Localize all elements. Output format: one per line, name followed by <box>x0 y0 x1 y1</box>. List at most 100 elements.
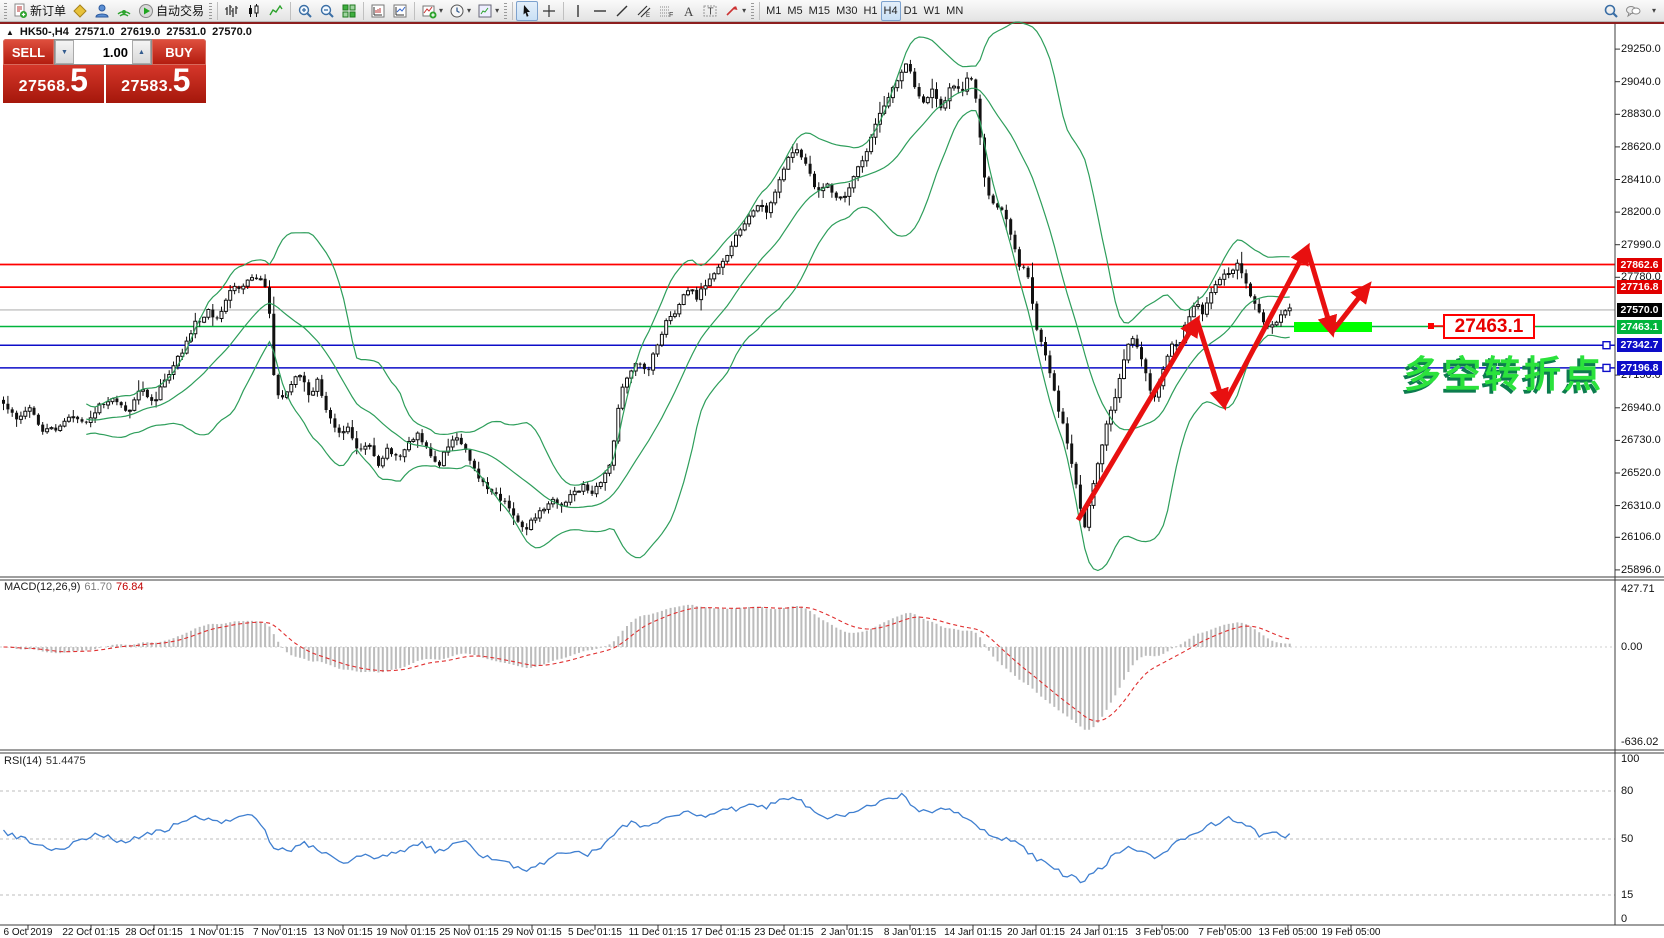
line-handle[interactable] <box>1602 341 1611 350</box>
fibonacci-icon[interactable]: F <box>655 1 677 21</box>
toolbar-overflow-icon[interactable]: ▾ <box>1651 5 1656 15</box>
volume-box: ▼ ▲ <box>54 39 152 65</box>
arrange-windows-icon[interactable] <box>367 1 389 21</box>
accounts-icon[interactable] <box>91 1 113 21</box>
sell-button[interactable]: SELL <box>3 39 54 65</box>
macd-signal-line <box>3 606 1290 722</box>
time-tick: 14 Jan 01:15 <box>944 927 1002 938</box>
crosshair-icon[interactable] <box>538 1 560 21</box>
search-icon[interactable] <box>1600 1 1622 21</box>
price-tick: 29040.0 <box>1621 75 1661 88</box>
cursor-icon[interactable] <box>516 0 539 21</box>
rsi-value: 51.4475 <box>45 755 86 767</box>
macd-window-splitter[interactable] <box>0 576 1664 581</box>
price-tick: 26520.0 <box>1621 467 1661 479</box>
autotrading-button[interactable]: 自动交易 <box>135 1 207 21</box>
templates-icon[interactable]: ▾ <box>474 1 502 21</box>
timeframe-m30-button[interactable]: M30 <box>836 4 858 17</box>
buy-price-main: 27583 <box>121 78 169 95</box>
price-badge: 27862.6 <box>1617 257 1662 272</box>
support-price-label[interactable]: 27463.1 <box>1443 314 1535 339</box>
support-box-anchor[interactable] <box>1428 323 1434 329</box>
timeframe-mn-button[interactable]: MN <box>946 4 964 17</box>
time-tick: 2 Jan 01:15 <box>820 927 874 938</box>
rsi-axis-label: 80 <box>1621 785 1634 797</box>
tile-windows-icon[interactable] <box>338 1 360 21</box>
quote-high: 27619.0 <box>120 26 161 38</box>
line-handle[interactable] <box>1602 363 1611 373</box>
one-click-trading-panel: SELL ▼ ▲ BUY 27568.5 27583.5 <box>3 39 206 103</box>
time-tick: 24 Jan 01:15 <box>1070 927 1128 938</box>
text-label-icon[interactable]: T <box>699 1 721 21</box>
time-tick: 8 Jan 01:15 <box>883 927 937 938</box>
timeframe-w1-button[interactable]: W1 <box>923 4 941 17</box>
trend-arrow[interactable] <box>1221 242 1310 407</box>
toolbar-grip[interactable] <box>209 2 213 19</box>
trendline-icon[interactable] <box>611 1 633 21</box>
trend-arrow[interactable] <box>1304 247 1338 338</box>
indicators-icon[interactable]: ▾ <box>418 1 446 21</box>
vertical-line-icon[interactable] <box>567 1 589 21</box>
volume-increase-button[interactable]: ▲ <box>132 40 151 64</box>
buy-price-display[interactable]: 27583. 5 <box>105 62 206 103</box>
zoom-out-icon[interactable] <box>316 1 338 21</box>
timeframe-h1-button[interactable]: H1 <box>863 4 878 17</box>
chart-frame-border <box>0 22 1664 24</box>
time-tick: 22 Oct 01:15 <box>62 927 120 938</box>
buy-button[interactable]: BUY <box>152 39 206 65</box>
rsi-window-splitter[interactable] <box>0 749 1664 754</box>
volume-decrease-button[interactable]: ▼ <box>55 40 74 64</box>
macd-axis-label: 0.00 <box>1621 641 1643 653</box>
time-tick: 23 Dec 01:15 <box>754 927 814 938</box>
autotrading-label: 自动交易 <box>156 4 205 18</box>
time-tick: 7 Nov 01:15 <box>253 927 307 938</box>
collapse-ohlc-icon[interactable]: ▲ <box>6 27 14 37</box>
volume-input[interactable] <box>74 40 132 64</box>
price-badge: 27463.1 <box>1617 319 1662 334</box>
buy-price-frac: 5 <box>172 62 191 98</box>
line-chart-icon[interactable] <box>265 1 287 21</box>
macd-name: MACD(12,26,9) <box>4 581 81 593</box>
signals-icon[interactable] <box>113 1 135 21</box>
timeframe-m1-button[interactable]: M1 <box>766 4 782 17</box>
toolbar-separator <box>217 1 219 20</box>
toolbar-separator <box>414 1 416 20</box>
arrow-shapes-icon[interactable]: ▾ <box>721 1 749 21</box>
time-tick: 7 Feb 05:00 <box>1198 927 1252 938</box>
chat-icon[interactable] <box>1622 1 1644 21</box>
time-tick: 3 Feb 05:00 <box>1135 927 1189 938</box>
bar-chart-icon[interactable] <box>221 1 243 21</box>
sell-price-frac: 5 <box>70 62 88 98</box>
equidistant-channel-icon[interactable]: E <box>633 1 655 21</box>
trend-arrow[interactable] <box>1330 281 1372 334</box>
periods-icon[interactable]: ▾ <box>446 1 474 21</box>
toolbar-grip[interactable] <box>504 2 508 19</box>
bollinger-lower <box>86 109 1290 572</box>
svg-text:T: T <box>708 6 714 17</box>
sell-price-display[interactable]: 27568. 5 <box>3 62 104 103</box>
auto-arrange-icon[interactable] <box>389 1 411 21</box>
horizontal-line-icon[interactable] <box>589 1 611 21</box>
text-icon[interactable]: A <box>677 1 699 21</box>
toolbar-grip[interactable] <box>751 2 755 19</box>
timeframe-m15-button[interactable]: M15 <box>808 4 831 17</box>
trend-arrow[interactable] <box>1075 314 1201 522</box>
time-tick: 13 Feb 05:00 <box>1258 927 1318 938</box>
zoom-in-icon[interactable] <box>294 1 316 21</box>
rsi-name: RSI(14) <box>4 755 42 767</box>
toolbar-grip[interactable] <box>4 2 7 19</box>
toolbar-separator <box>759 1 761 20</box>
timeframe-d1-button[interactable]: D1 <box>903 4 918 17</box>
macd-axis-label: 427.71 <box>1621 583 1655 595</box>
profile-icon[interactable] <box>69 1 91 21</box>
toolbar-separator <box>363 1 365 20</box>
timeframe-m5-button[interactable]: M5 <box>787 4 803 17</box>
quote-bar: ▲ HK50-,H4 27571.0 27619.0 27531.0 27570… <box>6 26 252 38</box>
timeframe-h4-button[interactable]: H4 <box>880 0 901 21</box>
trend-arrow[interactable] <box>1194 319 1229 411</box>
buy-price-dot: . <box>168 78 173 95</box>
new-order-button[interactable]: 新订单 <box>9 1 69 21</box>
turning-point-annotation[interactable]: 多空转折点 <box>1404 354 1604 395</box>
candlestick-chart-icon[interactable] <box>243 1 265 21</box>
